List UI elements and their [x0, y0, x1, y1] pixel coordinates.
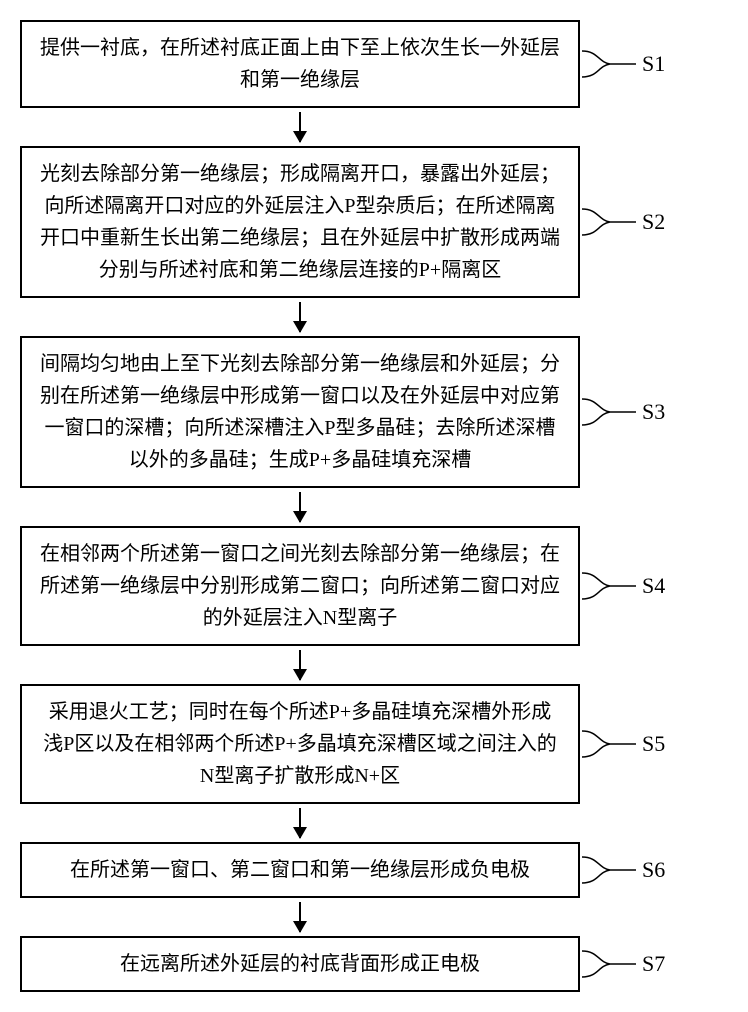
flow-step: 光刻去除部分第一绝缘层；形成隔离开口，暴露出外延层；向所述隔离开口对应的外延层注…: [20, 146, 728, 298]
down-arrow-icon: [299, 492, 301, 522]
down-arrow-icon: [299, 302, 301, 332]
down-arrow-icon: [299, 902, 301, 932]
flow-step: 提供一衬底，在所述衬底正面上由下至上依次生长一外延层和第一绝缘层 S1: [20, 20, 728, 108]
step-label: S2: [642, 209, 665, 235]
step-label: S7: [642, 951, 665, 977]
step-box: 光刻去除部分第一绝缘层；形成隔离开口，暴露出外延层；向所述隔离开口对应的外延层注…: [20, 146, 580, 298]
flow-step: 在远离所述外延层的衬底背面形成正电极 S7: [20, 936, 728, 992]
brace-icon: [580, 395, 640, 429]
brace-icon: [580, 205, 640, 239]
brace-icon: [580, 947, 640, 981]
flow-step: 采用退火工艺；同时在每个所述P+多晶硅填充深槽外形成浅P区以及在相邻两个所述P+…: [20, 684, 728, 804]
arrow-row: [20, 488, 728, 526]
brace-icon: [580, 569, 640, 603]
step-label: S1: [642, 51, 665, 77]
step-box: 采用退火工艺；同时在每个所述P+多晶硅填充深槽外形成浅P区以及在相邻两个所述P+…: [20, 684, 580, 804]
step-box: 在远离所述外延层的衬底背面形成正电极: [20, 936, 580, 992]
step-label: S4: [642, 573, 665, 599]
arrow-row: [20, 898, 728, 936]
arrow-row: [20, 646, 728, 684]
brace-icon: [580, 727, 640, 761]
flowchart: 提供一衬底，在所述衬底正面上由下至上依次生长一外延层和第一绝缘层 S1 光刻去除部分…: [20, 20, 728, 992]
flow-step: 间隔均匀地由上至下光刻去除部分第一绝缘层和外延层；分别在所述第一绝缘层中形成第一…: [20, 336, 728, 488]
step-label: S3: [642, 399, 665, 425]
step-box: 在相邻两个所述第一窗口之间光刻去除部分第一绝缘层；在所述第一绝缘层中分别形成第二…: [20, 526, 580, 646]
step-label: S6: [642, 857, 665, 883]
down-arrow-icon: [299, 112, 301, 142]
step-label: S5: [642, 731, 665, 757]
flow-step: 在相邻两个所述第一窗口之间光刻去除部分第一绝缘层；在所述第一绝缘层中分别形成第二…: [20, 526, 728, 646]
step-box: 间隔均匀地由上至下光刻去除部分第一绝缘层和外延层；分别在所述第一绝缘层中形成第一…: [20, 336, 580, 488]
arrow-row: [20, 804, 728, 842]
flow-step: 在所述第一窗口、第二窗口和第一绝缘层形成负电极 S6: [20, 842, 728, 898]
down-arrow-icon: [299, 650, 301, 680]
down-arrow-icon: [299, 808, 301, 838]
brace-icon: [580, 47, 640, 81]
arrow-row: [20, 298, 728, 336]
step-box: 提供一衬底，在所述衬底正面上由下至上依次生长一外延层和第一绝缘层: [20, 20, 580, 108]
step-box: 在所述第一窗口、第二窗口和第一绝缘层形成负电极: [20, 842, 580, 898]
arrow-row: [20, 108, 728, 146]
brace-icon: [580, 853, 640, 887]
